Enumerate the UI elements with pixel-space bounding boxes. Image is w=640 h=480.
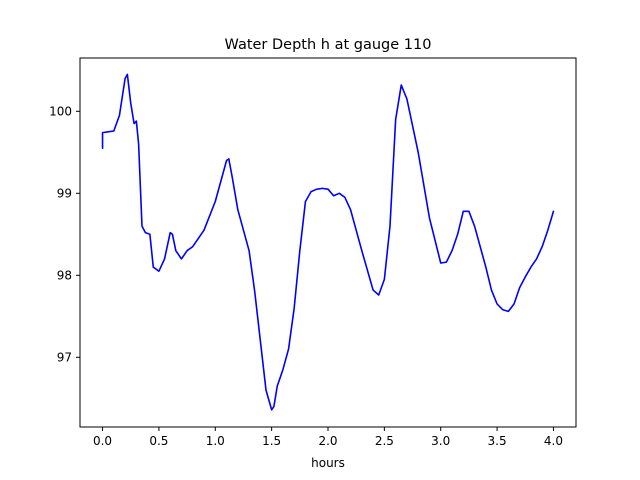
plot-area bbox=[80, 58, 576, 427]
x-tick-label: 1.0 bbox=[206, 434, 225, 448]
y-tick-label: 97 bbox=[57, 350, 72, 364]
x-tick-label: 1.5 bbox=[262, 434, 281, 448]
x-tick-label: 3.5 bbox=[488, 434, 507, 448]
y-tick-label: 99 bbox=[57, 186, 72, 200]
series-layer bbox=[101, 73, 555, 411]
x-axis-label: hours bbox=[311, 456, 345, 470]
y-axis: 97 98 99 100 bbox=[49, 104, 80, 364]
y-tick-label: 100 bbox=[49, 104, 72, 118]
x-axis: 0.0 0.5 1.0 1.5 2.0 2.5 3.0 3.5 4.0 bbox=[93, 427, 563, 448]
x-tick-label: 2.0 bbox=[318, 434, 337, 448]
y-tick-label: 98 bbox=[57, 268, 72, 282]
x-tick-label: 2.5 bbox=[375, 434, 394, 448]
series-line bbox=[101, 73, 555, 411]
chart-title: Water Depth h at gauge 110 bbox=[225, 37, 432, 53]
x-tick-label: 0.5 bbox=[149, 434, 168, 448]
x-tick-label: 4.0 bbox=[544, 434, 563, 448]
x-tick-label: 0.0 bbox=[93, 434, 112, 448]
x-tick-label: 3.0 bbox=[431, 434, 450, 448]
